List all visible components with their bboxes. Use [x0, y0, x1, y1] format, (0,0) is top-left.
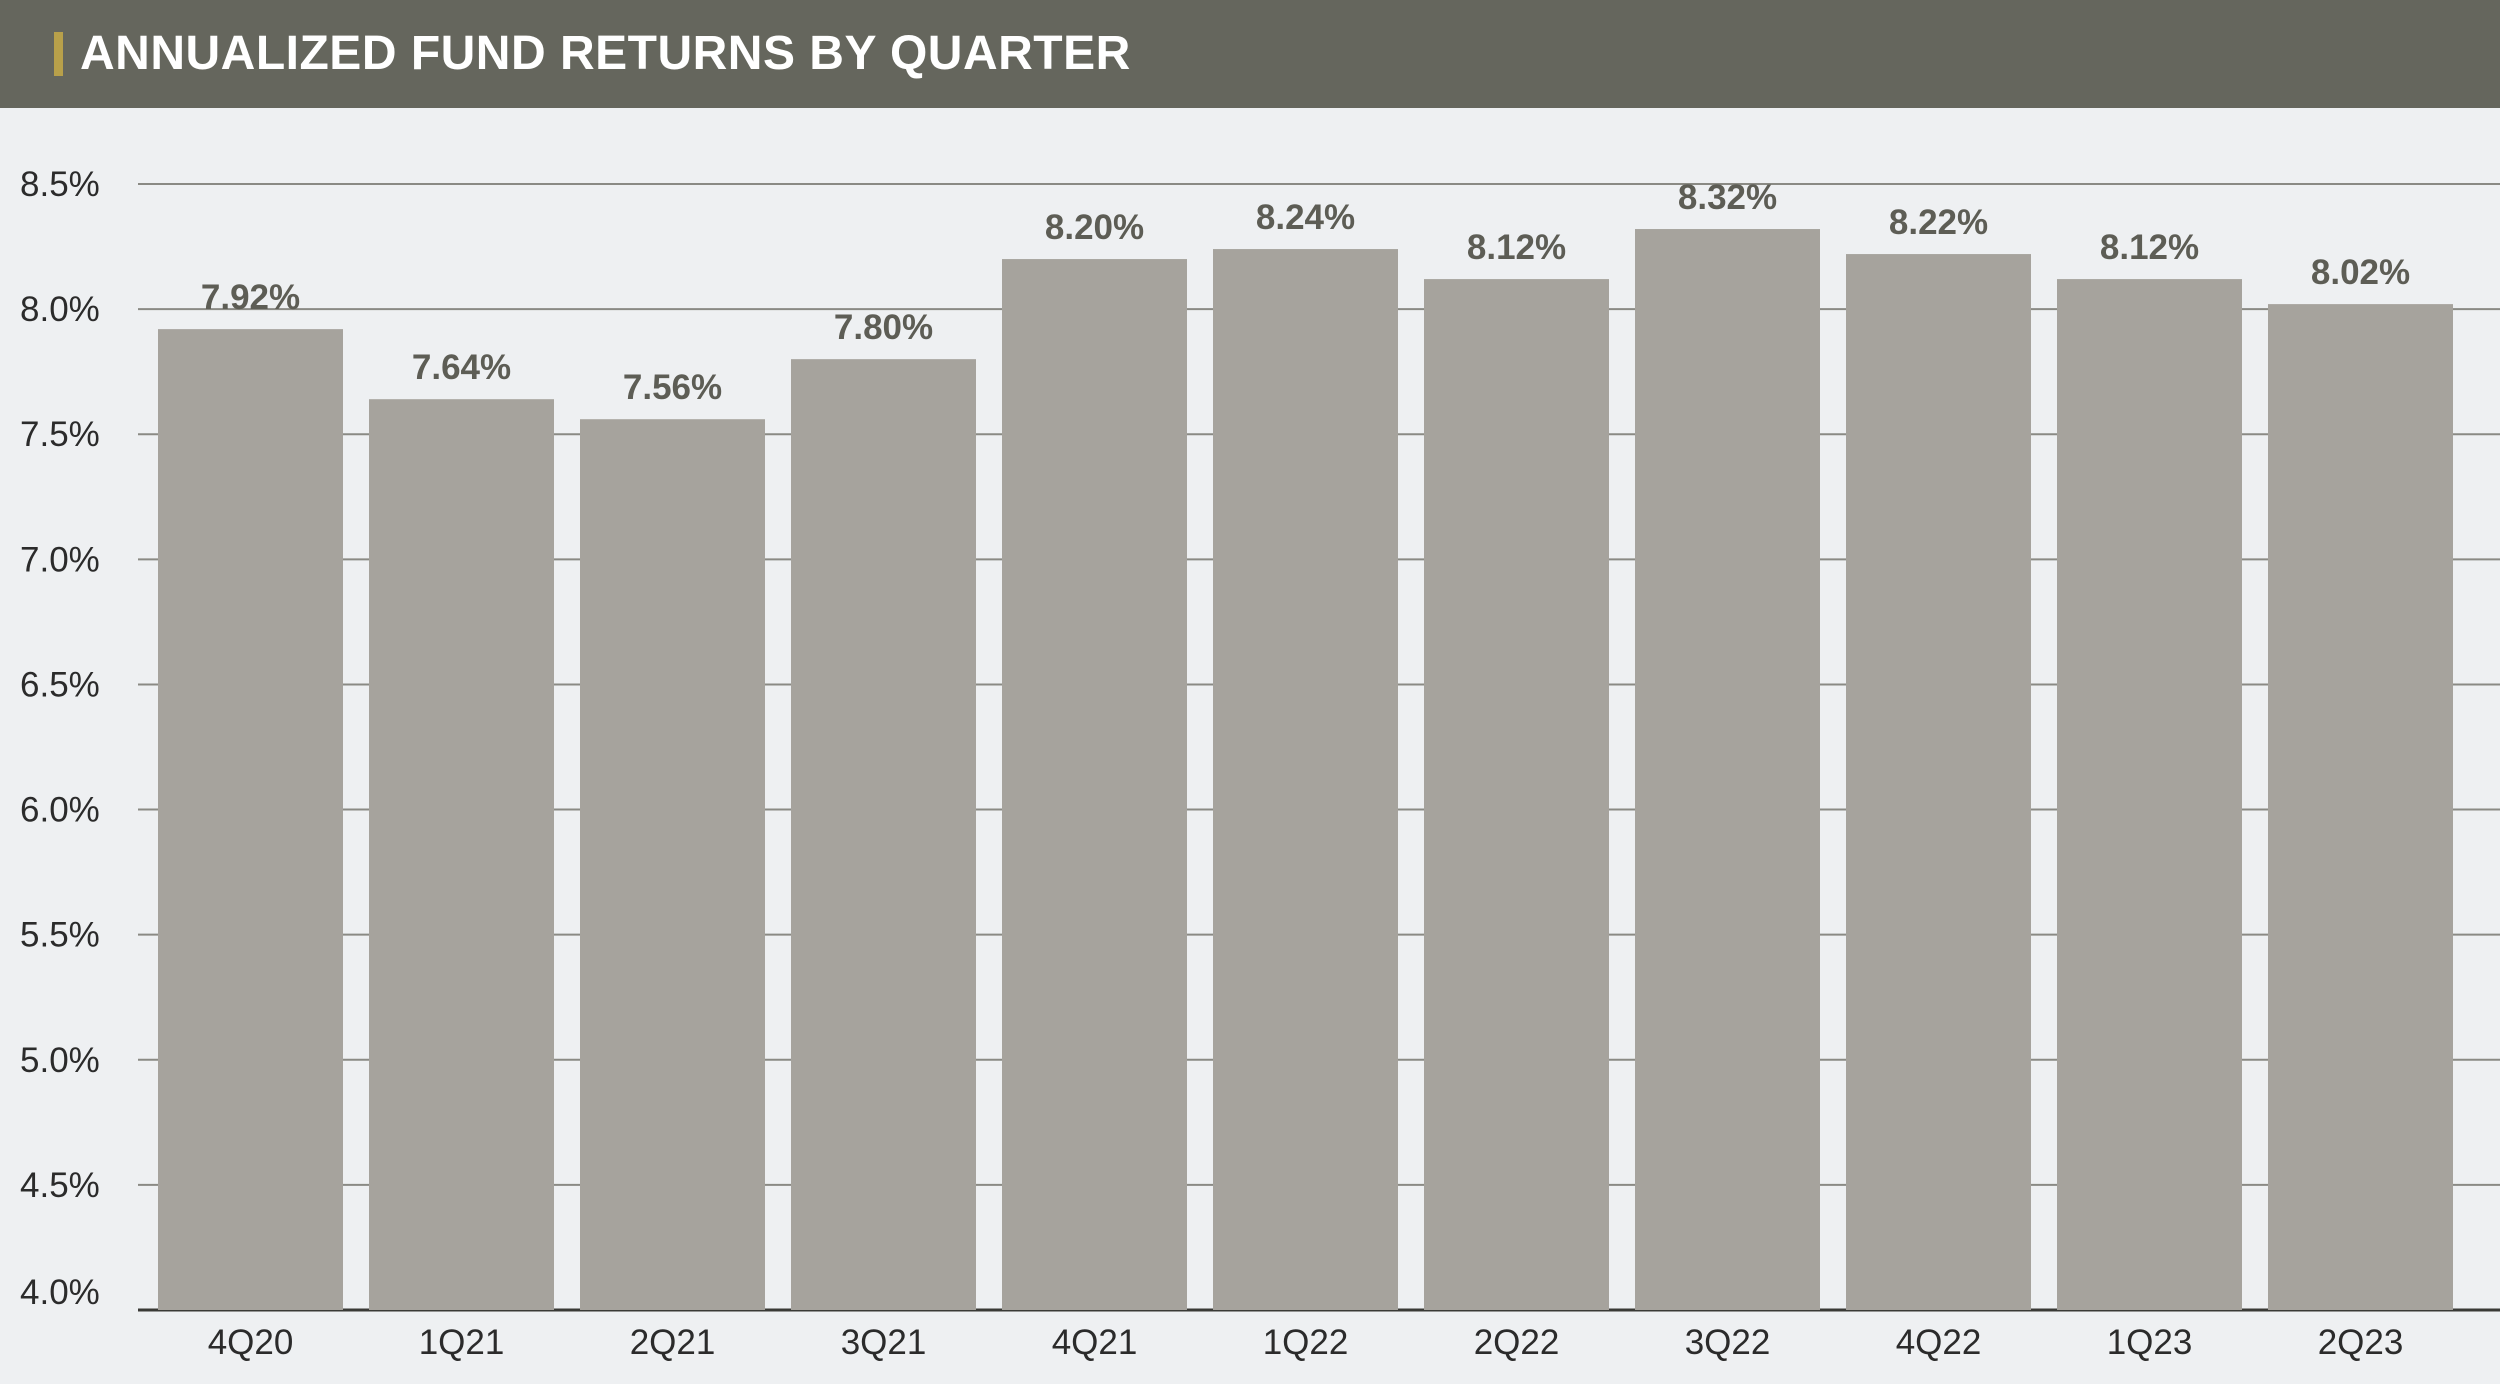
chart-header: ANNUALIZED FUND RETURNS BY QUARTER: [0, 0, 2500, 108]
x-tick-label: 2Q21: [630, 1323, 716, 1362]
data-label: 7.80%: [834, 308, 933, 347]
data-label: 7.56%: [623, 368, 722, 407]
x-tick-label: 1Q22: [1263, 1323, 1349, 1362]
x-tick-label: 4Q20: [208, 1323, 294, 1362]
bar: [2057, 279, 2242, 1310]
data-label: 8.22%: [1889, 203, 1988, 242]
y-tick-label: 7.0%: [20, 540, 100, 579]
title-accent-bar: [54, 32, 63, 76]
x-tick-label: 2Q23: [2318, 1323, 2404, 1362]
x-axis: 4Q20 1Q21 2Q21 3Q21 4Q21 1Q22 2Q22 3Q22 4Q22 1Q23…: [208, 1323, 2404, 1362]
bar: [2268, 304, 2453, 1310]
y-axis: 4.0% 4.5% 5.0% 5.5% 6.0% 6.5% 7.0% 7.5% 8.0% 8.5%: [20, 165, 100, 1312]
data-label: 8.32%: [1678, 178, 1777, 217]
data-label: 8.24%: [1256, 198, 1355, 237]
x-tick-label: 4Q21: [1052, 1323, 1138, 1362]
x-tick-label: 1Q23: [2107, 1323, 2193, 1362]
x-tick-label: 3Q22: [1685, 1323, 1771, 1362]
y-tick-label: 4.5%: [20, 1166, 100, 1205]
y-tick-label: 5.5%: [20, 916, 100, 955]
x-tick-label: 3Q21: [841, 1323, 927, 1362]
data-label: 7.92%: [201, 278, 300, 317]
y-tick-label: 6.5%: [20, 665, 100, 704]
bar: [1002, 259, 1187, 1311]
chart-title: ANNUALIZED FUND RETURNS BY QUARTER: [80, 27, 1131, 80]
data-label: 8.12%: [2100, 228, 2199, 267]
bar: [1213, 249, 1398, 1311]
data-label: 8.02%: [2311, 253, 2410, 292]
bar: [1424, 279, 1609, 1310]
x-tick-label: 1Q21: [419, 1323, 505, 1362]
data-label: 8.12%: [1467, 228, 1566, 267]
data-labels: 7.92% 7.64% 7.56% 7.80% 8.20% 8.24% 8.12% 8.32%…: [201, 178, 2410, 407]
bar: [791, 359, 976, 1311]
bar: [580, 419, 765, 1311]
y-tick-label: 6.0%: [20, 791, 100, 830]
bars: [158, 229, 2453, 1311]
bar: [1635, 229, 1820, 1310]
y-tick-label: 7.5%: [20, 415, 100, 454]
x-tick-label: 2Q22: [1474, 1323, 1560, 1362]
bar: [158, 329, 343, 1310]
y-tick-label: 8.0%: [20, 290, 100, 329]
data-label: 7.64%: [412, 348, 511, 387]
y-tick-label: 4.0%: [20, 1273, 100, 1312]
bar: [369, 399, 554, 1310]
bar: [1846, 254, 2031, 1310]
y-tick-label: 5.0%: [20, 1041, 100, 1080]
data-label: 8.20%: [1045, 208, 1144, 247]
x-tick-label: 4Q22: [1896, 1323, 1982, 1362]
y-tick-label: 8.5%: [20, 165, 100, 204]
